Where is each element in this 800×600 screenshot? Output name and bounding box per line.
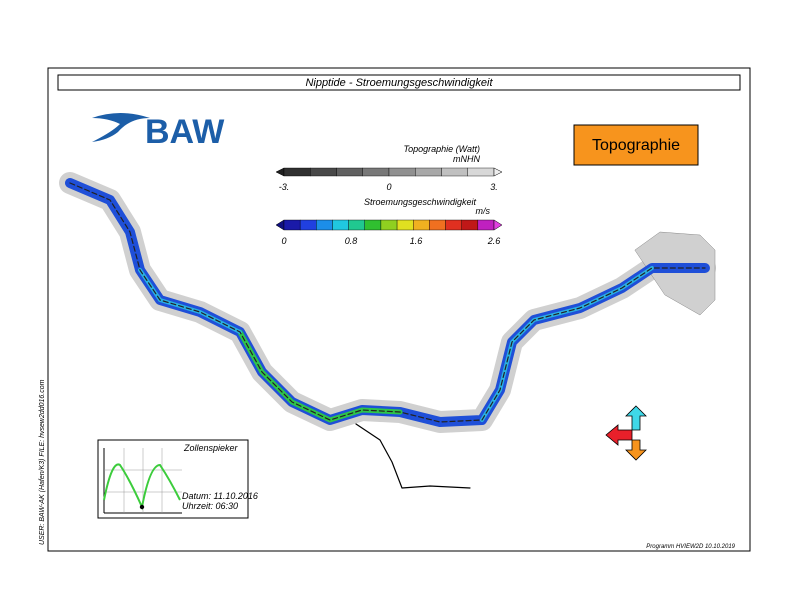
colorbar-segment xyxy=(415,167,442,177)
topo-colorbar xyxy=(275,167,503,177)
colorbar-cap xyxy=(275,219,285,231)
colorbar-segment xyxy=(299,219,317,231)
colorbar-segment xyxy=(477,219,495,231)
velocity-vectors xyxy=(69,182,706,423)
colorbar-segment xyxy=(429,219,446,231)
colorbar-segment xyxy=(364,219,382,231)
topo-unit: mNHN xyxy=(453,154,480,164)
frame xyxy=(47,67,751,552)
tick-label: 0 xyxy=(281,236,286,246)
logo-mark xyxy=(92,113,150,142)
topo-ticks: -3. 0 3. xyxy=(279,182,498,192)
river-medium xyxy=(138,266,654,422)
tick-label: 1.6 xyxy=(410,236,423,246)
colorbar-segment xyxy=(413,219,430,231)
inset-time: Uhrzeit: 06:30 xyxy=(182,501,238,511)
colorbar-segment xyxy=(348,219,365,231)
topo-title: Topographie (Watt) xyxy=(403,144,480,154)
colorbar-segment xyxy=(445,219,462,231)
side-text: USER: BAW-AK (Hafen/K3) FILE: hvsew2dd01… xyxy=(39,379,46,545)
title-bar xyxy=(57,74,741,91)
title: Nipptide - Stroemungsgeschwindigkeit xyxy=(305,77,493,89)
footer: Programm HVIEW2D 10.10.2019 xyxy=(646,544,735,550)
colorbar-segment xyxy=(461,219,479,231)
inset-date: Datum: 11.10.2016 xyxy=(182,491,258,501)
colorbar-segment xyxy=(316,219,333,231)
colorbar-segment xyxy=(362,167,390,177)
river xyxy=(59,172,716,489)
colorbar-segment xyxy=(336,167,363,177)
colorbar-segment xyxy=(332,219,349,231)
colorbar-segment xyxy=(310,167,337,177)
label-text: Topographie xyxy=(592,137,680,154)
colorbar-cap xyxy=(275,167,285,177)
tick-label: 2.6 xyxy=(487,236,501,246)
harbour-area xyxy=(634,231,716,316)
colorbar-segment xyxy=(396,219,414,231)
inset-station: Zollenspieker xyxy=(183,443,239,453)
tick-label: 0.8 xyxy=(345,236,358,246)
colorbar-segment xyxy=(283,219,301,231)
coastline xyxy=(355,423,471,489)
direction-arrows xyxy=(605,405,647,461)
colorbar-cap xyxy=(493,219,503,231)
colorbar-segment xyxy=(467,167,495,177)
tick-label: -3. xyxy=(279,182,290,192)
tick-label: 0 xyxy=(386,182,391,192)
colorbar-cap xyxy=(493,167,503,177)
colorbar-segment xyxy=(388,167,416,177)
inset xyxy=(97,439,249,519)
velocity-title: Stroemungsgeschwindigkeit xyxy=(364,197,477,207)
label-box xyxy=(573,124,699,166)
tick-label: 3. xyxy=(490,182,498,192)
colorbar-segment xyxy=(380,219,398,231)
velocity-ticks: 0 0.8 1.6 2.6 xyxy=(281,236,500,246)
velocity-colorbar xyxy=(275,219,503,231)
colorbar-segment xyxy=(441,167,468,177)
velocity-unit: m/s xyxy=(476,206,491,216)
colorbar-segment xyxy=(283,167,311,177)
logo-text: BAW xyxy=(145,113,225,151)
